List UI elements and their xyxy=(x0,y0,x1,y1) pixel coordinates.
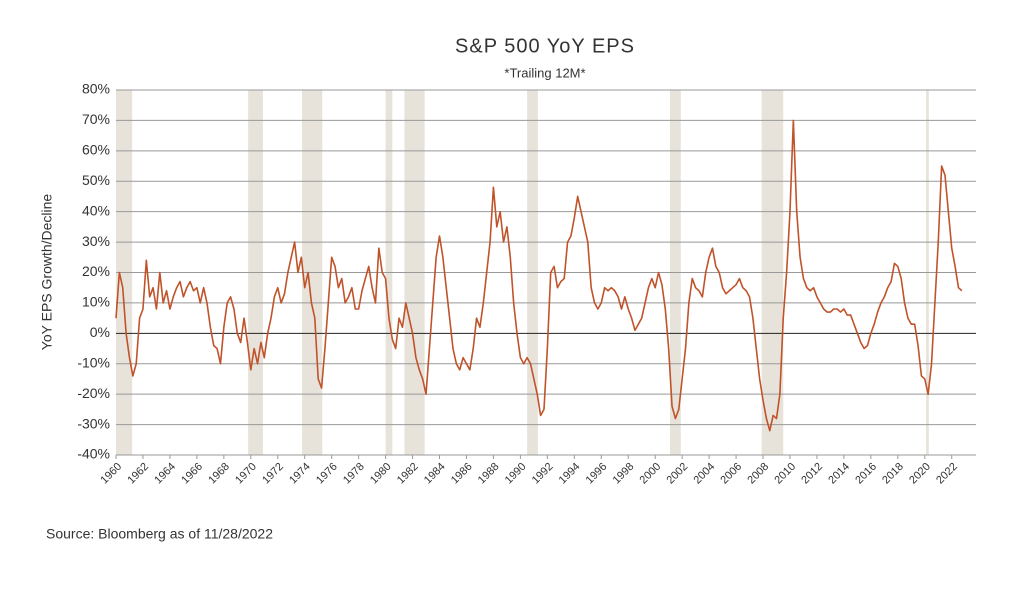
x-tick-label: 2012 xyxy=(799,461,825,487)
y-tick-label: 70% xyxy=(82,111,110,127)
y-tick-label: 0% xyxy=(90,324,110,340)
y-tick-label: 10% xyxy=(82,294,110,310)
x-tick-label: 2000 xyxy=(638,461,664,487)
x-tick-label: 1998 xyxy=(611,461,637,487)
x-tick-label: 2004 xyxy=(691,461,717,487)
x-tick-label: 1960 xyxy=(98,461,124,487)
x-tick-label: 2016 xyxy=(853,461,879,487)
x-tick-label: 1970 xyxy=(233,461,259,487)
x-tick-label: 2018 xyxy=(880,461,906,487)
x-tick-label: 1986 xyxy=(449,461,475,487)
x-tick-label: 1984 xyxy=(422,461,448,487)
y-tick-label: 20% xyxy=(82,263,110,279)
x-tick-label: 1962 xyxy=(125,461,151,487)
y-tick-label: -30% xyxy=(77,415,110,431)
y-tick-label: 80% xyxy=(82,81,110,97)
x-tick-label: 1968 xyxy=(206,461,232,487)
x-tick-label: 1974 xyxy=(287,461,313,487)
x-tick-label: 1964 xyxy=(152,461,178,487)
y-tick-label: 40% xyxy=(82,202,110,218)
x-tick-label: 1990 xyxy=(503,461,529,487)
y-tick-label: 60% xyxy=(82,142,110,158)
x-tick-label: 2022 xyxy=(934,461,960,487)
y-tick-label: 30% xyxy=(82,233,110,249)
x-tick-label: 1982 xyxy=(395,461,421,487)
x-tick-label: 1980 xyxy=(368,461,394,487)
y-tick-label: -20% xyxy=(77,385,110,401)
chart-title: S&P 500 YoY EPS xyxy=(455,35,635,57)
y-tick-label: 50% xyxy=(82,172,110,188)
x-tick-label: 2010 xyxy=(772,461,798,487)
y-tick-label: -10% xyxy=(77,354,110,370)
x-tick-label: 2006 xyxy=(718,461,744,487)
x-tick-label: 2008 xyxy=(745,461,771,487)
y-tick-label: -40% xyxy=(77,446,110,462)
x-tick-label: 2002 xyxy=(665,461,691,487)
chart-subtitle: *Trailing 12M* xyxy=(504,65,585,80)
x-tick-label: 1978 xyxy=(341,461,367,487)
source-note: Source: Bloomberg as of 11/28/2022 xyxy=(46,526,273,542)
x-tick-label: 1994 xyxy=(557,461,583,487)
y-axis-label: YoY EPS Growth/Decline xyxy=(39,194,55,351)
x-tick-label: 1966 xyxy=(179,461,205,487)
data-line xyxy=(115,119,963,432)
x-tick-label: 1996 xyxy=(584,461,610,487)
x-tick-label: 1988 xyxy=(476,461,502,487)
x-tick-label: 2020 xyxy=(907,461,933,487)
x-tick-label: 1976 xyxy=(314,461,340,487)
x-tick-label: 1972 xyxy=(260,461,286,487)
x-tick-label: 1992 xyxy=(530,461,556,487)
x-tick-label: 2014 xyxy=(826,461,852,487)
